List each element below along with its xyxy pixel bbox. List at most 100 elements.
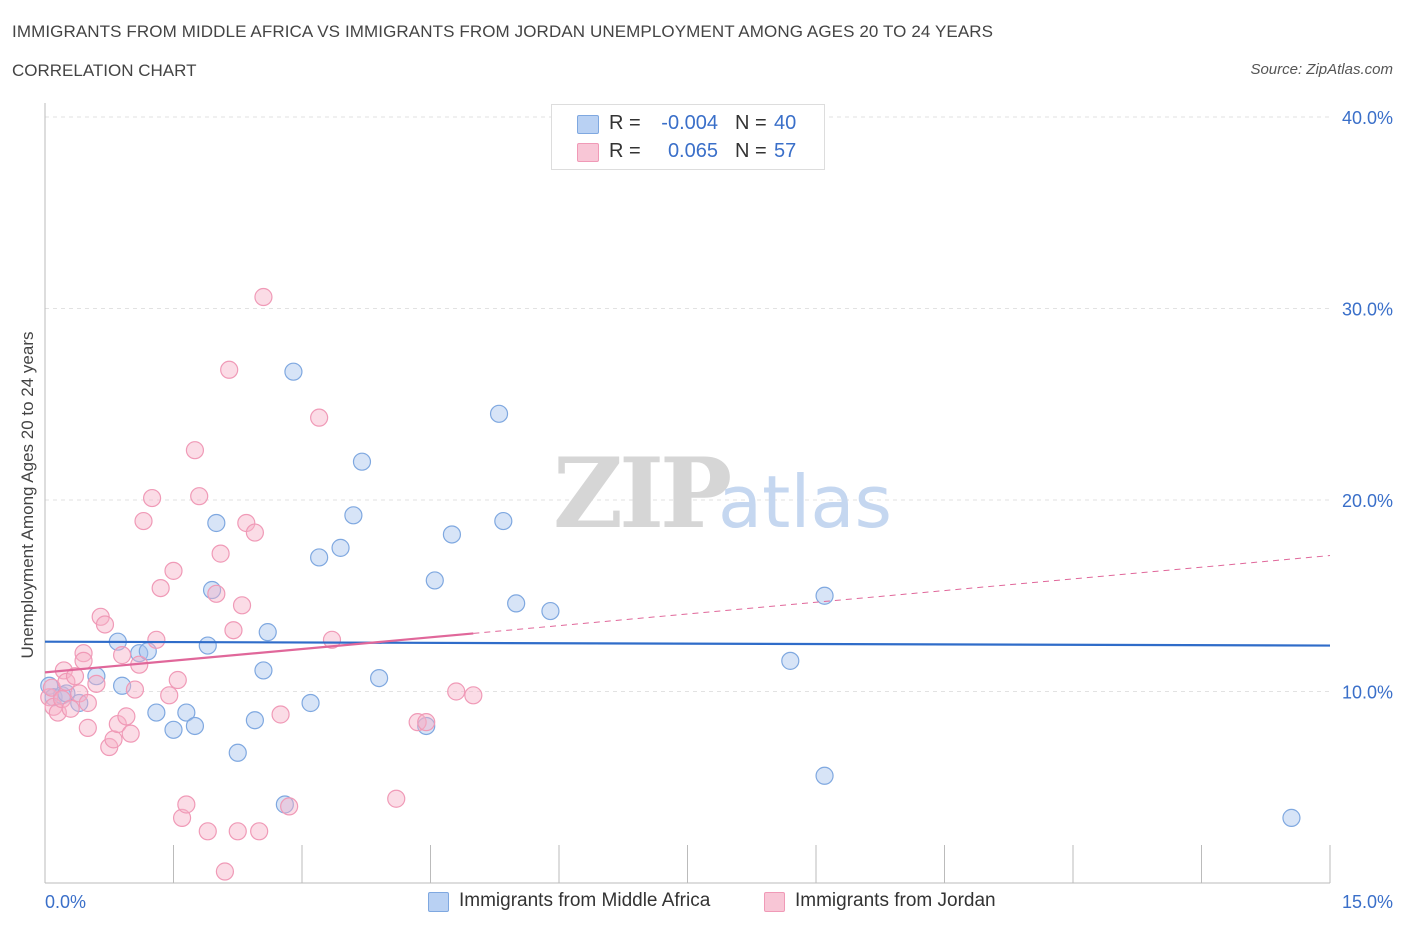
middle-africa-point [207, 513, 226, 533]
jordan-point [271, 705, 290, 724]
legend-label-middle-africa: Immigrants from Middle Africa [459, 890, 711, 911]
middle-africa-point [815, 586, 834, 605]
jordan-point [172, 808, 192, 827]
middle-africa-point [494, 511, 513, 531]
jordan-point [211, 544, 230, 563]
middle-africa-point [442, 525, 462, 544]
y-axis-label: Unemployment Among Ages 20 to 24 years [18, 331, 37, 659]
jordan-point [164, 561, 183, 580]
jordan-point [160, 686, 179, 705]
middle-africa-point [489, 404, 509, 423]
middle-africa-point [370, 668, 389, 688]
jordan-point [198, 822, 217, 841]
watermark-zip: ZIP [553, 437, 730, 550]
y-tick-label: 30.0% [1342, 300, 1393, 320]
jordan-point [95, 615, 115, 634]
middle-africa-point [258, 623, 277, 642]
middle-africa-point [1282, 808, 1301, 827]
legend-swatch-pink [764, 892, 785, 912]
legend-row-middle-africa: R = -0.004 N = 40 [552, 110, 824, 138]
middle-africa-point [284, 362, 303, 381]
legend-swatch-pink [577, 143, 599, 162]
x-tick-label: 15.0% [1342, 892, 1393, 912]
x-tick-label: 0.0% [45, 892, 86, 912]
middle-africa-point [352, 452, 372, 471]
middle-africa-point [185, 716, 205, 736]
jordan-point [74, 651, 93, 670]
jordan-point [78, 693, 97, 713]
legend-row-jordan: R = 0.065 N = 57 [552, 138, 824, 166]
middle-africa-point [507, 594, 526, 613]
trend-line-middle-africa [44, 640, 1331, 647]
jordan-point [117, 707, 136, 726]
jordan-point [185, 441, 205, 460]
middle-africa-point [815, 766, 834, 785]
axes [44, 103, 1331, 884]
legend-swatch-blue [428, 892, 449, 912]
y-tick-label: 40.0% [1342, 108, 1393, 128]
legend-n-value: 57 [774, 140, 797, 162]
legend-r-label: R = [609, 112, 641, 134]
series-middle-africa-points [40, 362, 1301, 827]
legend-swatch-blue [577, 115, 599, 134]
legend-r-value: 0.065 [667, 140, 718, 162]
jordan-point [87, 674, 106, 693]
legend-n-label: N = [735, 140, 767, 162]
y-tick-label: 20.0% [1342, 491, 1393, 511]
jordan-point [112, 646, 132, 665]
middle-africa-point [198, 636, 217, 655]
middle-africa-point [147, 703, 166, 722]
legend-label-jordan: Immigrants from Jordan [795, 890, 996, 911]
jordan-point [104, 730, 123, 749]
tick-labels: 10.0% 20.0% 30.0% 40.0% 0.0% 15.0% [45, 108, 1393, 912]
source-label: Source: ZipAtlas.com [1250, 61, 1393, 78]
legend-n-label: N = [735, 112, 767, 134]
jordan-point [447, 682, 466, 701]
legend-n-value: 40 [774, 112, 797, 134]
jordan-point [254, 287, 273, 307]
trend-line-jordan-extension [473, 555, 1331, 634]
jordan-point [280, 797, 299, 816]
jordan-point [147, 630, 166, 649]
jordan-point [61, 699, 80, 718]
middle-africa-point [228, 743, 247, 762]
middle-africa-point [245, 711, 264, 730]
watermark-atlas: atlas [718, 460, 892, 544]
jordan-point [125, 680, 145, 699]
jordan-point [232, 596, 252, 615]
jordan-point [464, 686, 483, 705]
legend-r-value: -0.004 [661, 112, 718, 134]
middle-africa-point [344, 506, 363, 525]
middle-africa-point [164, 720, 183, 739]
jordan-point [387, 789, 406, 808]
jordan-point [142, 488, 162, 508]
jordan-point [78, 718, 97, 737]
jordan-point [322, 630, 342, 649]
trend-lines [44, 555, 1331, 674]
jordan-point [151, 578, 170, 598]
jordan-point [207, 584, 226, 603]
middle-africa-point [254, 661, 273, 680]
middle-africa-point [301, 693, 320, 713]
trend-line-jordan [44, 632, 474, 674]
jordan-point [224, 621, 243, 640]
chart-subtitle: CORRELATION CHART [12, 61, 197, 80]
jordan-point [215, 862, 234, 881]
jordan-point [177, 795, 196, 814]
jordan-point [417, 713, 436, 732]
middle-africa-point [425, 571, 444, 590]
jordan-point [168, 670, 187, 690]
jordan-point [65, 667, 85, 686]
middle-africa-point [541, 601, 560, 621]
correlation-legend: R = -0.004 N = 40 R = 0.065 N = 57 [551, 104, 825, 170]
middle-africa-point [177, 703, 196, 722]
middle-africa-point [781, 651, 800, 670]
series-jordan-points [40, 287, 483, 881]
watermark: ZIP atlas [553, 437, 892, 550]
middle-africa-point [417, 716, 436, 736]
jordan-point [250, 822, 269, 841]
jordan-point [245, 523, 264, 542]
jordan-point [220, 360, 239, 379]
middle-africa-point [310, 548, 329, 567]
